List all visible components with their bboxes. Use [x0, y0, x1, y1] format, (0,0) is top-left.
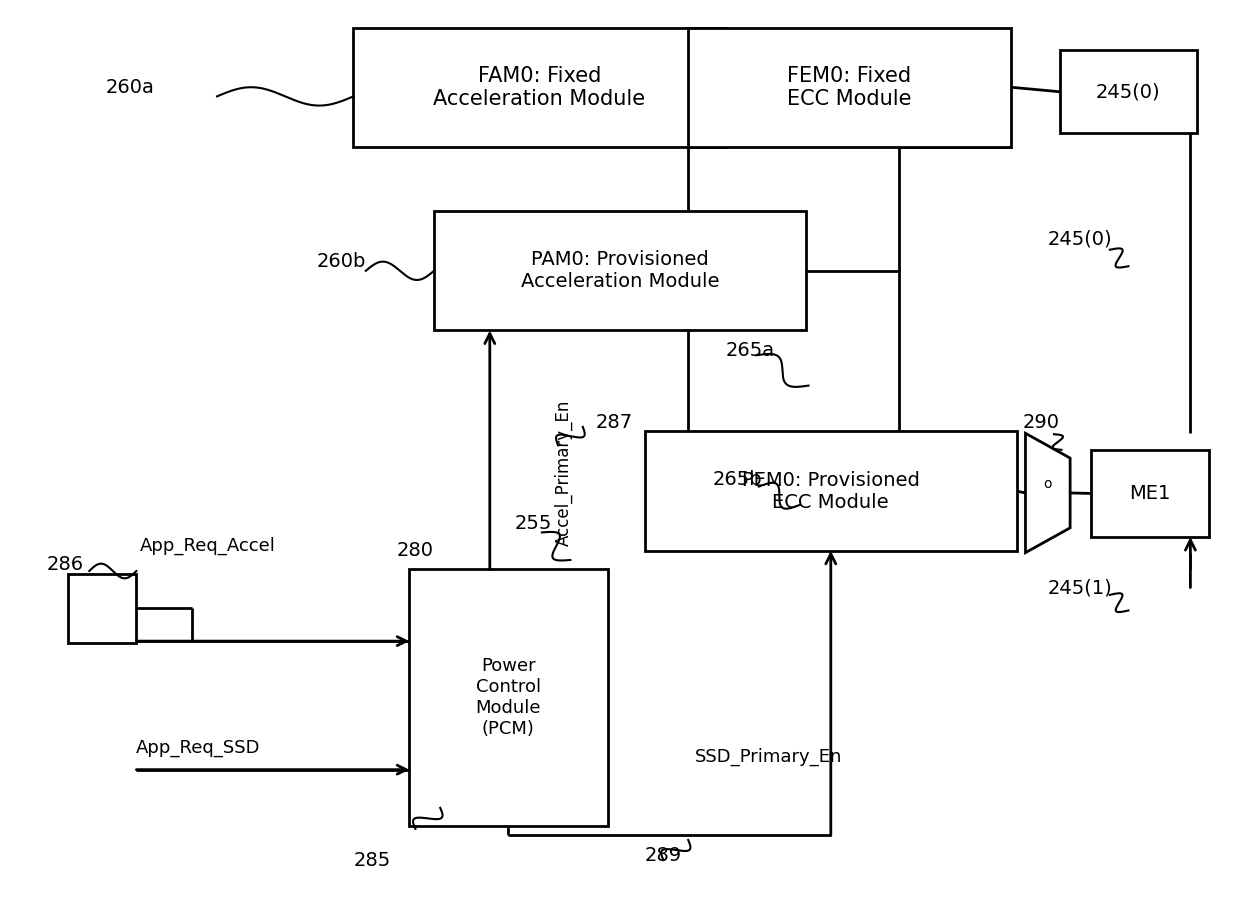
Text: FAM0: Fixed
Acceleration Module: FAM0: Fixed Acceleration Module [433, 65, 646, 109]
Text: 245(0): 245(0) [1048, 230, 1112, 248]
Text: 245(0): 245(0) [1096, 83, 1161, 101]
Text: 255: 255 [515, 514, 552, 532]
Bar [353, 28, 725, 147]
Text: 260b: 260b [316, 252, 366, 271]
Text: App_Req_Accel: App_Req_Accel [139, 537, 275, 555]
Text: Power
Control
Module
(PCM): Power Control Module (PCM) [476, 657, 541, 738]
Bar [688, 28, 1011, 147]
Text: App_Req_SSD: App_Req_SSD [136, 739, 260, 757]
Text: PEM0: Provisioned
ECC Module: PEM0: Provisioned ECC Module [742, 471, 920, 511]
Text: 265a: 265a [725, 341, 775, 360]
Bar [645, 431, 1017, 551]
Bar [434, 211, 806, 330]
Bar [1091, 450, 1209, 537]
Bar [68, 574, 136, 643]
Text: 265b: 265b [713, 470, 763, 488]
Text: FEM0: Fixed
ECC Module: FEM0: Fixed ECC Module [787, 65, 911, 109]
Polygon shape [1025, 433, 1070, 553]
Text: 287: 287 [595, 413, 632, 431]
Text: 260a: 260a [105, 78, 154, 96]
Text: Accel_Primary_En: Accel_Primary_En [556, 399, 573, 546]
Text: 285: 285 [353, 851, 391, 869]
Text: SSD_Primary_En: SSD_Primary_En [694, 748, 842, 767]
Text: 245(1): 245(1) [1048, 578, 1112, 597]
Text: 280: 280 [397, 542, 434, 560]
Text: 290: 290 [1023, 413, 1060, 431]
Text: ME1: ME1 [1130, 484, 1171, 503]
Bar [409, 569, 608, 826]
Text: o: o [1044, 476, 1052, 491]
Text: 289: 289 [645, 846, 682, 865]
Bar [1060, 50, 1197, 133]
Text: 286: 286 [47, 555, 84, 574]
Text: PAM0: Provisioned
Acceleration Module: PAM0: Provisioned Acceleration Module [521, 251, 719, 291]
